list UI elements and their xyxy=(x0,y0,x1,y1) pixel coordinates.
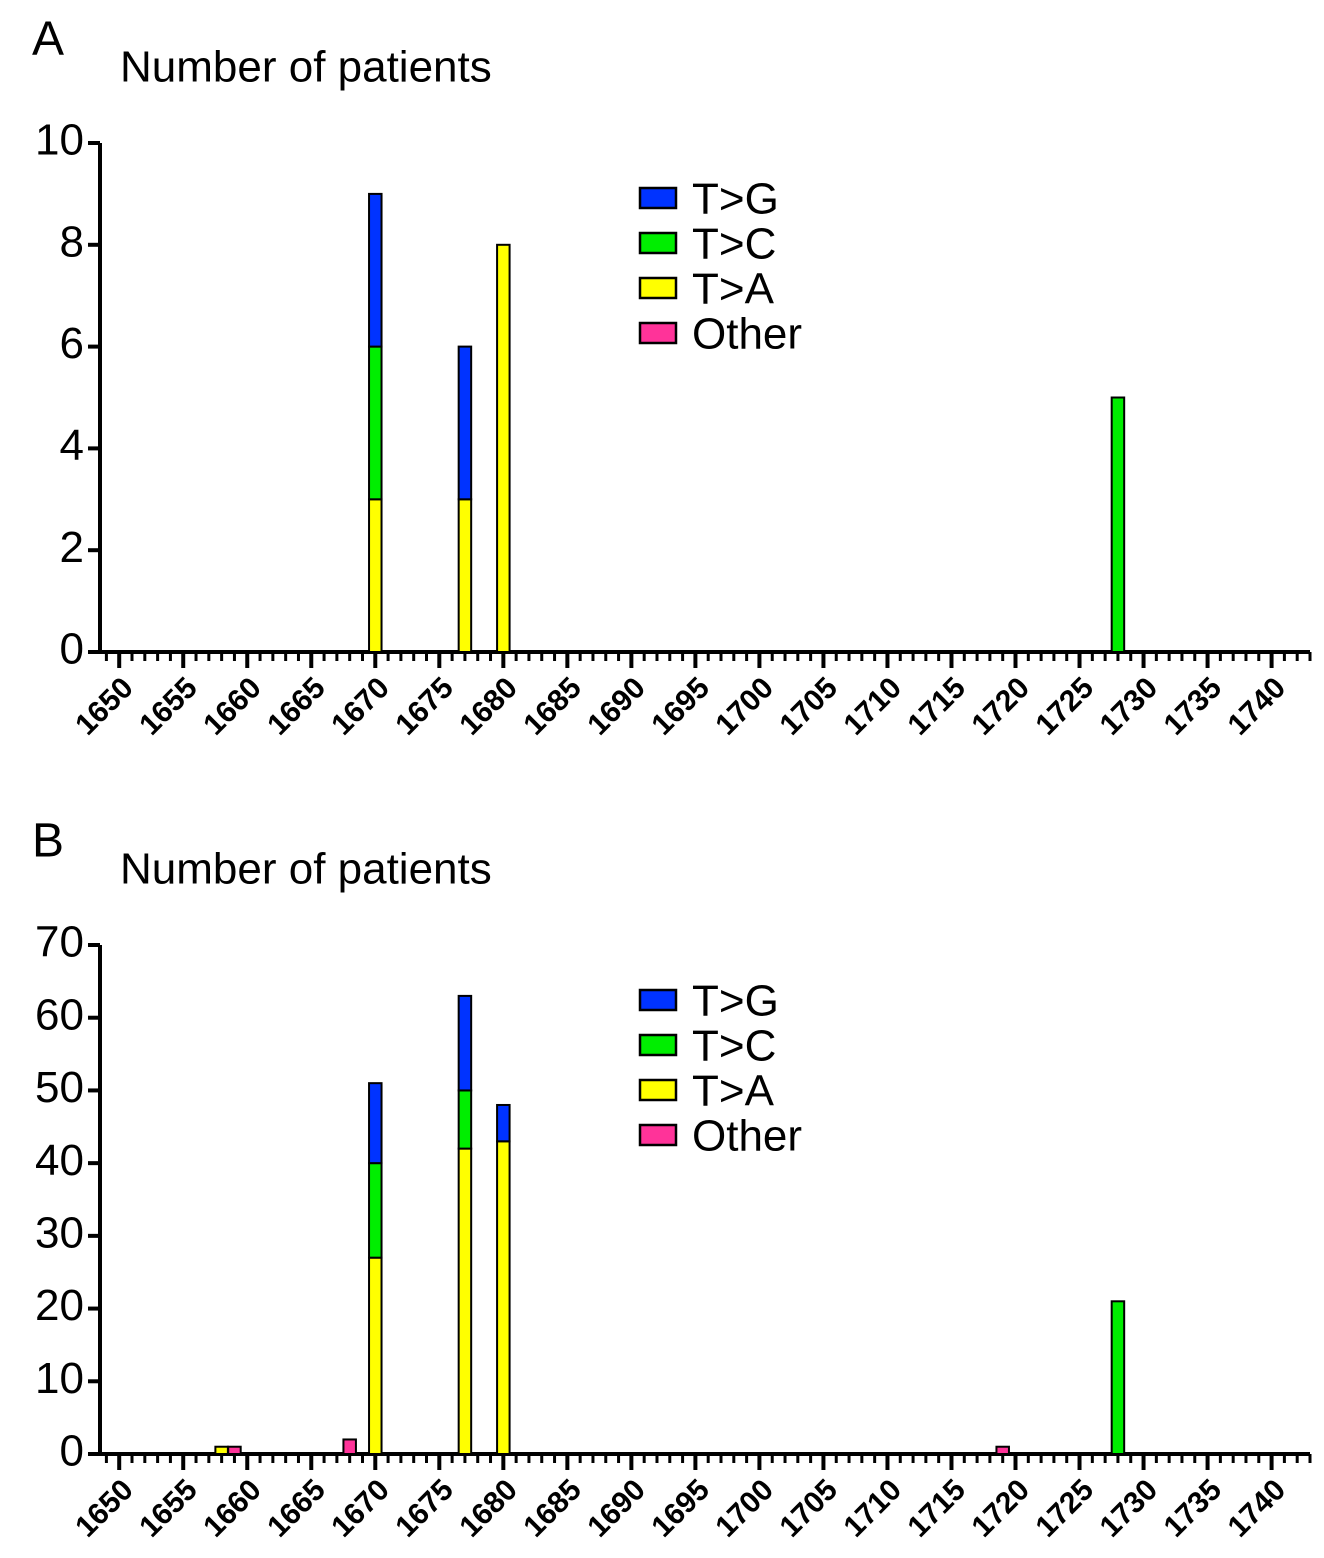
legend-swatch xyxy=(638,1123,678,1147)
chart-title: Number of patients xyxy=(120,43,492,92)
x-tick-label: 1670 xyxy=(325,1473,396,1544)
x-tick-label: 1705 xyxy=(773,1473,844,1544)
bar-segment xyxy=(1110,1300,1126,1456)
y-tick-label: 0 xyxy=(60,625,84,674)
x-tick-label: 1680 xyxy=(453,1473,524,1544)
legend-label: T>C xyxy=(692,220,776,269)
x-tick-label: 1695 xyxy=(645,1473,716,1544)
x-tick-label: 1740 xyxy=(1222,671,1293,742)
x-tick-label: 1695 xyxy=(645,671,716,742)
bar-segment xyxy=(227,1445,242,1455)
x-tick-label: 1710 xyxy=(837,1473,908,1544)
bar-segment xyxy=(368,192,383,348)
x-tick-label: 1740 xyxy=(1222,1473,1293,1544)
legend-label: T>A xyxy=(692,265,775,314)
legend-label: T>G xyxy=(692,977,779,1026)
legend-label: Other xyxy=(692,1112,802,1161)
x-tick-label: 1735 xyxy=(1158,1473,1229,1544)
chart-title: Number of patients xyxy=(120,845,492,894)
y-tick-label: 8 xyxy=(60,217,84,266)
legend-label: T>G xyxy=(692,175,779,224)
x-tick-label: 1700 xyxy=(709,1473,780,1544)
x-tick-label: 1705 xyxy=(773,671,844,742)
legend-label: Other xyxy=(692,310,802,359)
y-tick-label: 30 xyxy=(35,1208,84,1257)
legend-swatch xyxy=(638,186,678,210)
x-tick-label: 1670 xyxy=(325,671,396,742)
y-tick-label: 50 xyxy=(35,1063,84,1112)
y-tick-label: 10 xyxy=(35,1354,84,1403)
x-tick-label: 1720 xyxy=(966,1473,1037,1544)
legend-swatch xyxy=(638,988,678,1012)
x-tick-label: 1685 xyxy=(517,1473,588,1544)
bar-segment xyxy=(457,345,473,501)
x-tick-label: 1725 xyxy=(1030,1473,1101,1544)
bar-segment xyxy=(214,1445,229,1455)
bar-segment xyxy=(1110,396,1126,653)
y-tick-label: 20 xyxy=(35,1281,84,1330)
bar-segment xyxy=(368,1162,383,1259)
panel-label: A xyxy=(32,13,64,66)
legend-label: T>A xyxy=(692,1067,775,1116)
bar-segment xyxy=(457,1147,473,1455)
y-tick-label: 6 xyxy=(60,319,84,368)
y-tick-label: 40 xyxy=(35,1136,84,1185)
legend-swatch xyxy=(638,1033,678,1057)
x-tick-label: 1660 xyxy=(197,1473,268,1544)
x-tick-label: 1725 xyxy=(1030,671,1101,742)
x-tick-label: 1690 xyxy=(581,1473,652,1544)
y-tick-label: 60 xyxy=(35,990,84,1039)
bar-segment xyxy=(457,1089,473,1150)
bar-segment xyxy=(368,345,383,501)
x-tick-label: 1720 xyxy=(966,671,1037,742)
panel-label: B xyxy=(32,815,64,868)
y-tick-label: 0 xyxy=(60,1427,84,1476)
bar-segment xyxy=(457,994,473,1092)
x-tick-label: 1665 xyxy=(261,671,332,742)
x-tick-label: 1730 xyxy=(1094,671,1165,742)
bar-segment xyxy=(368,1256,383,1455)
legend-label: T>C xyxy=(692,1022,776,1071)
x-tick-label: 1655 xyxy=(133,671,204,742)
bar-segment xyxy=(496,1140,511,1456)
y-tick-label: 10 xyxy=(35,116,84,165)
x-tick-label: 1660 xyxy=(197,671,268,742)
x-tick-label: 1665 xyxy=(261,1473,332,1544)
x-tick-label: 1650 xyxy=(69,671,140,742)
x-tick-label: 1675 xyxy=(389,1473,460,1544)
x-tick-label: 1735 xyxy=(1158,671,1229,742)
x-tick-label: 1715 xyxy=(901,671,972,742)
legend-swatch xyxy=(638,231,678,255)
bar-segment xyxy=(342,1438,357,1456)
bar-segment xyxy=(496,243,511,654)
bar-segment xyxy=(368,498,383,653)
x-tick-label: 1655 xyxy=(133,1473,204,1544)
legend-swatch xyxy=(638,276,678,300)
bar-segment xyxy=(496,1103,511,1143)
y-tick-label: 4 xyxy=(60,421,84,470)
legend-swatch xyxy=(638,1078,678,1102)
x-tick-label: 1700 xyxy=(709,671,780,742)
bar-segment xyxy=(995,1445,1010,1455)
x-tick-label: 1710 xyxy=(837,671,908,742)
bar-segment xyxy=(457,498,473,653)
x-tick-label: 1680 xyxy=(453,671,524,742)
x-tick-label: 1730 xyxy=(1094,1473,1165,1544)
legend-swatch xyxy=(638,321,678,345)
x-tick-label: 1690 xyxy=(581,671,652,742)
x-tick-label: 1715 xyxy=(901,1473,972,1544)
x-tick-label: 1675 xyxy=(389,671,460,742)
x-tick-label: 1650 xyxy=(69,1473,140,1544)
y-tick-label: 2 xyxy=(60,523,84,572)
x-tick-label: 1685 xyxy=(517,671,588,742)
bar-segment xyxy=(368,1082,383,1165)
y-tick-label: 70 xyxy=(35,918,84,967)
